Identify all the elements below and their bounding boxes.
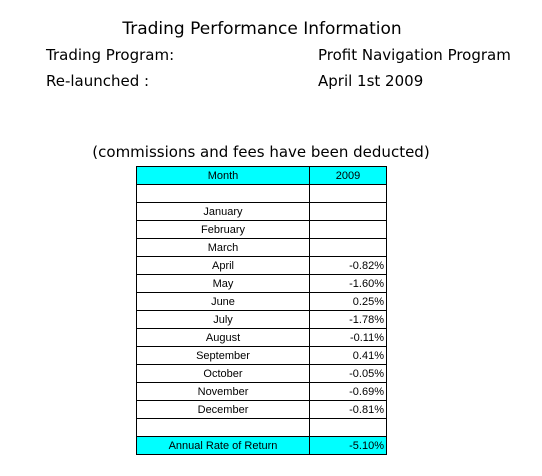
return-cell: 0.25%	[309, 292, 387, 311]
table-row: December -0.81%	[136, 400, 387, 419]
table-row: January	[136, 202, 387, 221]
month-cell: January	[136, 202, 310, 221]
annual-return-value: -5.10%	[309, 436, 387, 455]
month-cell: June	[136, 292, 310, 311]
spacer-cell	[136, 184, 310, 203]
return-cell: -0.82%	[309, 256, 387, 275]
spacer-cell	[309, 418, 387, 437]
return-cell: 0.41%	[309, 346, 387, 365]
return-cell: -0.11%	[309, 328, 387, 347]
return-cell: -0.69%	[309, 382, 387, 401]
return-cell: -0.05%	[309, 364, 387, 383]
table-row: August -0.11%	[136, 328, 387, 347]
spacer-row	[136, 418, 387, 437]
annual-return-label: Annual Rate of Return	[136, 436, 310, 455]
table-row: February	[136, 220, 387, 239]
table-row: September 0.41%	[136, 346, 387, 365]
relaunched-value: April 1st 2009	[318, 72, 424, 90]
fees-note: (commissions and fees have been deducted…	[92, 143, 430, 161]
trading-program-label: Trading Program:	[46, 46, 175, 64]
month-cell: November	[136, 382, 310, 401]
table-row: April -0.82%	[136, 256, 387, 275]
spacer-row	[136, 184, 387, 203]
month-column-header: Month	[136, 166, 310, 185]
month-cell: September	[136, 346, 310, 365]
return-cell: -1.78%	[309, 310, 387, 329]
table-row: November -0.69%	[136, 382, 387, 401]
spacer-cell	[136, 418, 310, 437]
month-cell: October	[136, 364, 310, 383]
return-cell	[309, 220, 387, 239]
table-row: July -1.78%	[136, 310, 387, 329]
return-cell	[309, 238, 387, 257]
month-cell: July	[136, 310, 310, 329]
month-cell: May	[136, 274, 310, 293]
month-cell: April	[136, 256, 310, 275]
table-header-row: Month 2009	[136, 166, 387, 185]
annual-return-row: Annual Rate of Return -5.10%	[136, 436, 387, 455]
page-title: Trading Performance Information	[122, 19, 402, 39]
relaunched-label: Re-launched :	[46, 72, 150, 90]
return-cell	[309, 202, 387, 221]
table-row: March	[136, 238, 387, 257]
trading-program-value: Profit Navigation Program	[318, 46, 511, 64]
return-cell: -1.60%	[309, 274, 387, 293]
performance-table: Month 2009 January February March April …	[136, 166, 387, 455]
table-row: June 0.25%	[136, 292, 387, 311]
table-row: May -1.60%	[136, 274, 387, 293]
month-cell: February	[136, 220, 310, 239]
table-row: October -0.05%	[136, 364, 387, 383]
month-cell: December	[136, 400, 310, 419]
month-cell: March	[136, 238, 310, 257]
month-cell: August	[136, 328, 310, 347]
year-column-header: 2009	[309, 166, 387, 185]
spacer-cell	[309, 184, 387, 203]
return-cell: -0.81%	[309, 400, 387, 419]
